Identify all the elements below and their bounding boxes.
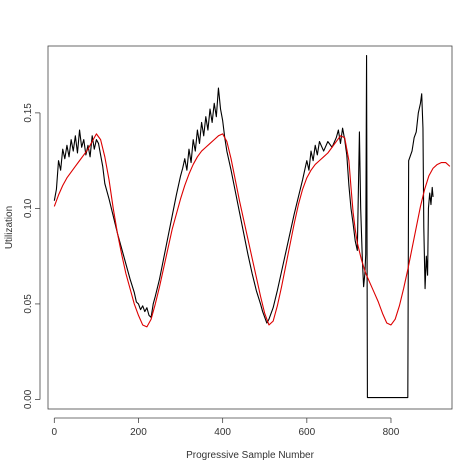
plot-frame [47, 45, 453, 410]
y-axis: 0.00 0.05 0.10 0.15 [23, 103, 41, 409]
series-line-red [53, 133, 451, 328]
x-axis-title: Progressive Sample Number [186, 450, 314, 461]
y-tick-label: 0.15 [23, 103, 34, 123]
y-tick-label: 0.10 [23, 198, 34, 218]
x-tick-label: 800 [383, 427, 400, 438]
series-layer [53, 55, 451, 399]
x-tick-label: 200 [130, 427, 147, 438]
y-tick-label: 0.05 [23, 294, 34, 314]
x-tick-label: 400 [214, 427, 231, 438]
y-axis-title: Utilization [4, 206, 15, 249]
x-axis: 0 200 400 600 800 [52, 417, 400, 438]
series-line-black [53, 55, 434, 399]
x-tick-label: 600 [298, 427, 315, 438]
x-tick-label: 0 [52, 427, 58, 438]
y-tick-label: 0.00 [23, 389, 34, 409]
